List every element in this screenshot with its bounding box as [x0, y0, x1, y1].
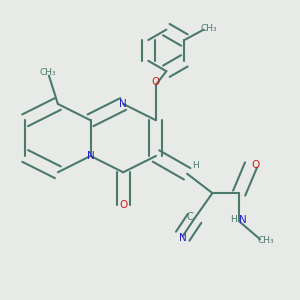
Text: O: O — [251, 160, 260, 170]
Text: CH₃: CH₃ — [39, 68, 56, 76]
Text: CH₃: CH₃ — [257, 236, 274, 245]
Text: H: H — [192, 161, 199, 170]
Text: N: N — [179, 233, 187, 243]
Text: N: N — [87, 151, 94, 161]
Text: C: C — [187, 212, 194, 222]
Text: H: H — [230, 215, 237, 224]
Text: O: O — [152, 76, 160, 87]
Text: O: O — [119, 200, 128, 210]
Text: N: N — [239, 215, 247, 225]
Text: N: N — [119, 99, 127, 109]
Text: CH₃: CH₃ — [201, 24, 217, 33]
